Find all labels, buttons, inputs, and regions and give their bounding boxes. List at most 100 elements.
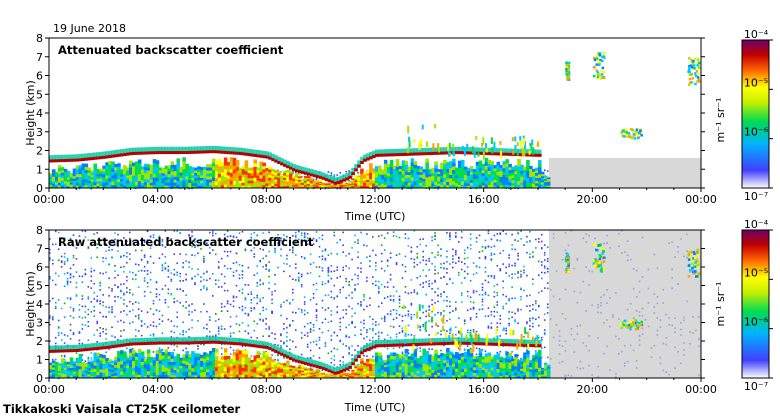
y-tick-label: 2 (36, 335, 43, 348)
cloud-patch-cell (601, 252, 604, 255)
cloud-patch-cell (690, 250, 693, 254)
y-tick-label: 5 (36, 88, 43, 101)
cloud-patch-cell (621, 322, 624, 325)
cloud-patch-cell (597, 263, 600, 266)
cloud-patch-cell (595, 57, 599, 60)
colorbar-tick-label: 10⁻⁴ (744, 28, 769, 41)
cloud-patch-cell (632, 132, 636, 136)
cloud-patch-cell (594, 263, 597, 267)
cloud-patch-cell (567, 61, 571, 65)
x-axis-label: Time (UTC) (344, 401, 406, 414)
cloud-patch-cell (599, 255, 603, 258)
cloud-patch-cell (565, 73, 569, 76)
cloud-patch-cell (593, 66, 596, 69)
cloud-patch-cell (596, 259, 599, 262)
cloud-patch-cell (628, 324, 631, 327)
y-tick-label: 4 (36, 298, 43, 311)
colorbar-ticks: 10⁻⁷ 10⁻⁶ 10⁻⁵ 10⁻⁴ (744, 218, 773, 393)
colorbar: 10⁻⁷ 10⁻⁶ 10⁻⁵ 10⁻⁴ m⁻¹ sr⁻¹ (714, 218, 773, 393)
cloud-patch-cell (692, 257, 695, 260)
cloud-patch-cell (696, 80, 699, 83)
cloud-patch-cell (596, 54, 599, 58)
colorbar-tick-label: 10⁻⁶ (744, 316, 769, 329)
cloud-patch-cell (601, 66, 605, 70)
cloud-patch-cell (622, 129, 625, 132)
cloud-patch-cell (688, 73, 692, 77)
cloud-patch-cell (566, 78, 570, 81)
cloud-patch-cell (600, 69, 603, 73)
cloud-patch-cell (690, 262, 694, 266)
y-tick-label: 5 (36, 280, 43, 293)
y-tick-label: 0 (36, 372, 43, 385)
cloud-patch-cell (692, 250, 696, 254)
cloud-patch-cell (566, 260, 570, 264)
x-tick-label: 16:00 (468, 193, 500, 206)
colorbar-label: m⁻¹ sr⁻¹ (714, 98, 727, 143)
cloud-patch-cell (598, 257, 602, 261)
cloud-patch-cell (629, 323, 633, 326)
cloud-patch-cell (567, 262, 570, 265)
cloud-patch-cell (696, 262, 699, 265)
cloud-patch-cell (629, 135, 632, 138)
cloud-patch-cell (696, 64, 699, 67)
x-tick-label: 04:00 (142, 193, 174, 206)
colorbar: 10⁻⁷ 10⁻⁶ 10⁻⁵ 10⁻⁴ m⁻¹ sr⁻¹ (714, 28, 773, 203)
cloud-patch-cell (626, 132, 629, 135)
cloud-patch-cell (693, 67, 696, 70)
cloud-patch-cell (601, 55, 604, 59)
colorbar-tick-label: 10⁻⁵ (744, 76, 768, 89)
cloud-patch-cell (640, 134, 643, 137)
cloud-patch-cell (688, 57, 691, 60)
cloud-patch-cell (690, 65, 694, 69)
cloud-patch-cell (602, 70, 606, 74)
cloud-patch-cell (622, 323, 626, 327)
x-tick-label: 20:00 (576, 383, 608, 396)
cloud-patch-cell (638, 131, 642, 135)
y-tick-label: 4 (36, 107, 43, 120)
cloud-patch-cell (630, 128, 634, 131)
cloud-patch-cell (592, 259, 595, 263)
y-tick-label: 8 (36, 32, 43, 45)
cloud-patch-cell (620, 326, 624, 330)
cloud-patch-cell (627, 132, 631, 135)
axes: 0 1 2 3 4 5 6 7 8 00:00 04:00 08:00 12:00 16:00 20:00 0… (33, 32, 717, 206)
y-tick-label: 7 (36, 243, 43, 256)
y-tick-label: 7 (36, 51, 43, 64)
cloud-patch-cell (565, 69, 568, 73)
cloud-patch-cell (688, 70, 691, 74)
cloud-patch-cell (598, 261, 601, 264)
cloud-patch-cell (632, 135, 635, 138)
cloud-patch-cell (625, 133, 628, 137)
colorbar-tick-label: 10⁻⁴ (744, 218, 769, 231)
cloud-patch-cell (621, 134, 624, 137)
cloud-patch-cell (694, 82, 697, 86)
cloud-patch-cell (635, 324, 638, 327)
cloud-patch-cell (602, 52, 606, 56)
cloud-patch-cell (602, 249, 605, 253)
cloud-patch-cell (691, 62, 695, 66)
cloud-patch-cell (637, 321, 641, 325)
cloud-patch-cell (599, 264, 603, 267)
cloud-patch-cell (593, 259, 597, 262)
cloud-patch-cell (602, 260, 606, 263)
cloud-patch-cell (635, 128, 639, 131)
x-tick-label: 00:00 (33, 383, 65, 396)
cloud-patch-cell (623, 135, 626, 138)
cloud-patch-cell (639, 129, 642, 132)
cloud-patch-cell (690, 58, 694, 62)
cloud-patch-cell (634, 318, 637, 322)
cloud-patch-cell (632, 324, 635, 327)
cloud-patch-cell (689, 256, 692, 260)
colorbar-tick-label: 10⁻⁵ (744, 266, 768, 279)
cloud-patch-cell (598, 246, 601, 250)
no-signal-region (548, 230, 701, 378)
cloud-patch-cell (567, 75, 570, 79)
cloud-patch-cell (690, 81, 693, 84)
cloud-patch-cell (688, 83, 691, 87)
cloud-patch-cell (694, 270, 697, 273)
y-tick-label: 6 (36, 70, 43, 83)
colorbar-tick-label: 10⁻⁷ (744, 380, 768, 393)
cloud-patch-cell (598, 74, 602, 77)
cloud-patch-cell (599, 268, 603, 272)
cloud-patch-cell (601, 267, 604, 270)
